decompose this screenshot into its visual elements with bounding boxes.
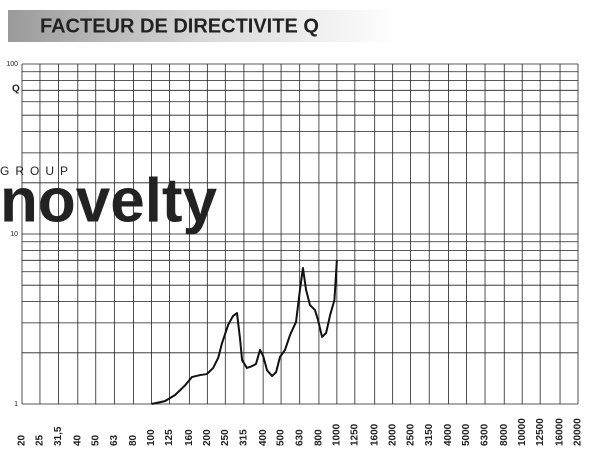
x-tick-label: 3150 [424,423,435,446]
x-tick-label: 40 [72,434,83,446]
x-tick-label: 25 [35,434,46,446]
x-tick-label: 315 [239,429,250,446]
x-tick-label: 125 [164,429,175,446]
y-axis-label: Q [12,84,20,95]
x-tick-label: 1600 [369,423,380,446]
x-tick-label: 2500 [405,423,416,446]
x-tick-label: 20000 [573,418,584,446]
x-tick-label: 6300 [480,423,491,446]
x-tick-label: 20 [17,434,28,446]
x-tick-label: 12500 [535,418,546,446]
x-tick-label: 2000 [387,423,398,446]
x-tick-label: 10000 [517,418,528,446]
y-tick-label: 100 [6,61,18,68]
x-tick-label: 5000 [461,423,472,446]
watermark: novelty [0,166,218,235]
x-tick-label: 800 [314,429,325,446]
line [151,259,338,405]
watermark: GROUP [0,164,74,178]
x-tick-label: 63 [109,434,120,446]
x-tick-label: 200 [202,429,213,446]
x-tick-label: 160 [184,429,195,446]
x-tick-label: 1250 [349,423,360,446]
x-tick-label: 50 [90,434,101,446]
x-tick-label: 31,5 [53,426,64,446]
x-tick-label: 500 [276,429,287,446]
x-tick-label: 250 [220,429,231,446]
x-tick-label: 4000 [443,423,454,446]
x-tick-label: 400 [258,429,269,446]
x-tick-label: 630 [294,429,305,446]
title-band [8,10,398,42]
y-tick-label: 10 [10,231,18,238]
x-tick-label: 16000 [555,418,566,446]
x-tick-label: 1000 [332,423,343,446]
chart-title: FACTEUR DE DIRECTIVITE Q [40,15,319,37]
y-tick-label: 1 [14,401,18,408]
x-tick-label: 8000 [499,423,510,446]
x-tick-label: 100 [146,429,157,446]
x-tick-label: 80 [128,434,139,446]
